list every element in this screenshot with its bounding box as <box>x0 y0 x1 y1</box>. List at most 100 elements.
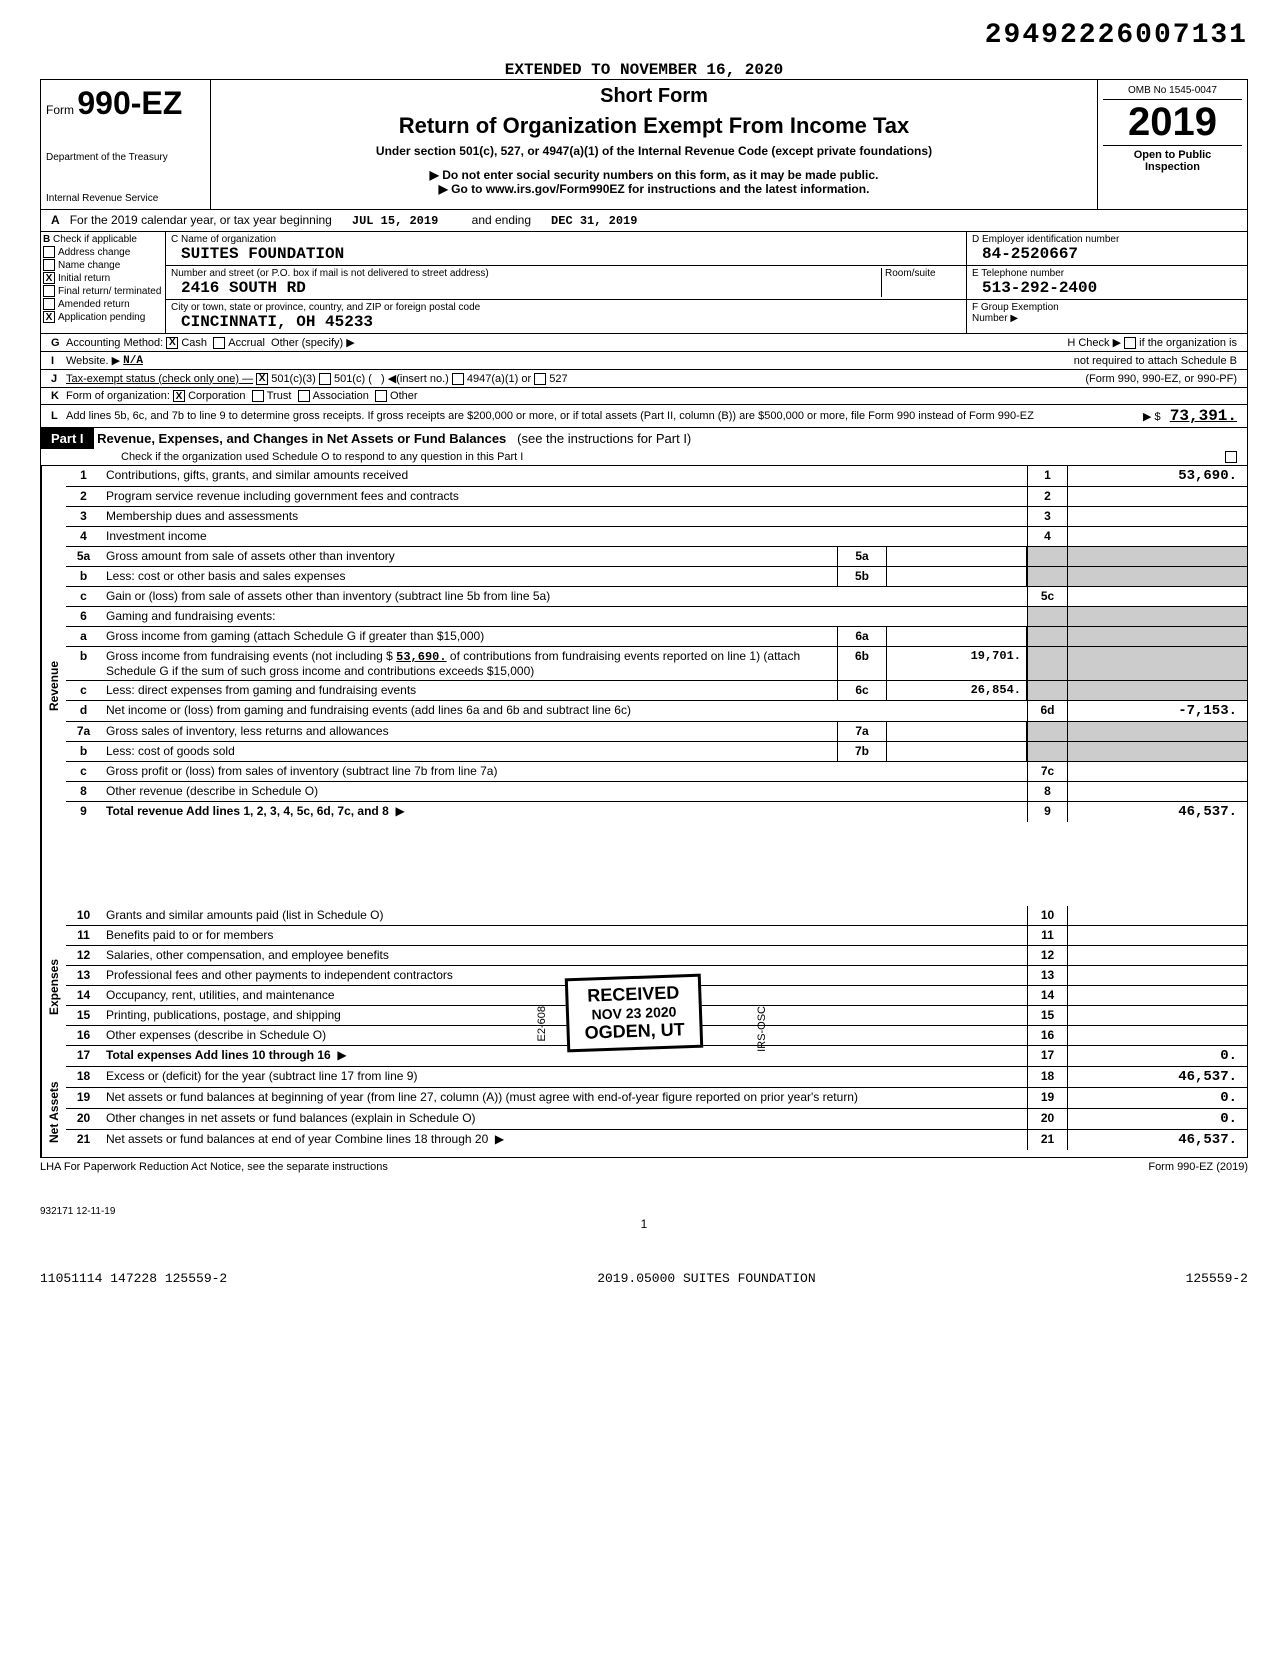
527-checkbox[interactable] <box>534 373 546 385</box>
amended-row: Amended return <box>43 298 163 310</box>
ein-section: D Employer identification number 84-2520… <box>967 232 1247 266</box>
r6c-desc: Less: direct expenses from gaming and fu… <box>101 681 837 700</box>
phone-section: E Telephone number 513-292-2400 <box>967 266 1247 300</box>
r16-desc: Other expenses (describe in Schedule O) <box>101 1026 1027 1045</box>
other-checkbox[interactable] <box>375 390 387 402</box>
r12-desc: Salaries, other compensation, and employ… <box>101 946 1027 965</box>
other-specify: Other (specify) ▶ <box>271 336 355 349</box>
form-org-label: Form of organization: <box>66 390 170 402</box>
trust-checkbox[interactable] <box>252 390 264 402</box>
4947-checkbox[interactable] <box>452 373 464 385</box>
r20-an: 20 <box>1027 1109 1067 1129</box>
not-required-text: not required to attach Schedule B <box>1074 355 1237 367</box>
netassets-sidebar: Net Assets <box>41 1067 66 1157</box>
cash-checkbox[interactable]: X <box>166 337 178 349</box>
r17-desc: Total expenses Add lines 10 through 16 ▶ <box>101 1046 1027 1066</box>
r17-av: 0. <box>1067 1046 1247 1066</box>
r7b-sv <box>887 742 1027 761</box>
other-label: Other <box>390 390 418 402</box>
r3-an: 3 <box>1027 507 1067 526</box>
501c3-checkbox[interactable]: X <box>256 373 268 385</box>
r14-desc: Occupancy, rent, utilities, and maintena… <box>101 986 1027 1005</box>
r9-num: 9 <box>66 802 101 822</box>
r20-num: 20 <box>66 1109 101 1129</box>
row-20: 20Other changes in net assets or fund ba… <box>66 1109 1247 1130</box>
r2-an: 2 <box>1027 487 1067 506</box>
header-warning: ▶ Do not enter social security numbers o… <box>221 168 1087 182</box>
corp-checkbox[interactable]: X <box>173 390 185 402</box>
row-6b: bGross income from fundraising events (n… <box>66 647 1247 681</box>
row-9: 9Total revenue Add lines 1, 2, 3, 4, 5c,… <box>66 802 1247 822</box>
r5b-desc: Less: cost or other basis and sales expe… <box>101 567 837 586</box>
assoc-checkbox[interactable] <box>298 390 310 402</box>
r2-num: 2 <box>66 487 101 506</box>
h-checkbox[interactable] <box>1124 337 1136 349</box>
bottom-right: 125559-2 <box>1186 1271 1248 1286</box>
row-1: 1Contributions, gifts, grants, and simil… <box>66 466 1247 487</box>
row-5c: cGain or (loss) from sale of assets othe… <box>66 587 1247 607</box>
d-label: D Employer identification number <box>972 234 1119 245</box>
addr-change-checkbox[interactable] <box>43 246 55 258</box>
line-l-arrow: ▶ $ <box>1143 410 1161 423</box>
r18-av: 46,537. <box>1067 1067 1247 1087</box>
row-7a: 7aGross sales of inventory, less returns… <box>66 722 1247 742</box>
r13-an: 13 <box>1027 966 1067 985</box>
lha-text: LHA For Paperwork Reduction Act Notice, … <box>40 1161 388 1173</box>
527-label: 527 <box>549 373 567 385</box>
r5c-an: 5c <box>1027 587 1067 606</box>
tax-exempt-label: Tax-exempt status (check only one) — <box>66 373 253 385</box>
assoc-label: Association <box>313 390 369 402</box>
amended-checkbox[interactable] <box>43 298 55 310</box>
accrual-checkbox[interactable] <box>213 337 225 349</box>
accrual-label: Accrual <box>228 337 265 349</box>
form-prefix: Form <box>46 103 74 117</box>
final-row: Final return/ terminated <box>43 285 163 297</box>
h-check: H Check ▶ <box>1067 336 1121 349</box>
final-label: Final return/ terminated <box>58 286 161 297</box>
r16-av <box>1067 1026 1247 1045</box>
r6b-sv: 19,701. <box>887 647 1027 680</box>
name-change-checkbox[interactable] <box>43 259 55 271</box>
r8-num: 8 <box>66 782 101 801</box>
r14-av <box>1067 986 1247 1005</box>
trust-label: Trust <box>267 390 292 402</box>
r20-desc: Other changes in net assets or fund bala… <box>101 1109 1027 1129</box>
r5a-sv <box>887 547 1027 566</box>
r5a-num: 5a <box>66 547 101 566</box>
r21-num: 21 <box>66 1130 101 1150</box>
r6c-sn: 6c <box>837 681 887 700</box>
r6a-sv <box>887 627 1027 646</box>
r17-an: 17 <box>1027 1046 1067 1066</box>
r12-av <box>1067 946 1247 965</box>
pending-checkbox[interactable]: X <box>43 311 55 323</box>
501c-checkbox[interactable] <box>319 373 331 385</box>
row-6c: cLess: direct expenses from gaming and f… <box>66 681 1247 701</box>
r7c-num: c <box>66 762 101 781</box>
r15-av <box>1067 1006 1247 1025</box>
r7b-num: b <box>66 742 101 761</box>
accounting-label: Accounting Method: <box>66 337 163 349</box>
l-label: L <box>51 410 66 422</box>
r6d-num: d <box>66 701 101 721</box>
row-6: 6Gaming and fundraising events: <box>66 607 1247 627</box>
r6d-an: 6d <box>1027 701 1067 721</box>
footer-code: 932171 12-11-19 <box>40 1206 1248 1217</box>
tax-year: 2019 <box>1103 100 1242 145</box>
r9-desc: Total revenue Add lines 1, 2, 3, 4, 5c, … <box>101 802 1027 822</box>
h-text: if the organization is <box>1139 337 1237 349</box>
stamp-code2: IRS-OSC <box>756 1006 768 1052</box>
c-label: C Name of organization <box>171 234 276 245</box>
r7c-an: 7c <box>1027 762 1067 781</box>
part1-checkbox[interactable] <box>1225 451 1237 463</box>
r6b-an-shaded <box>1027 647 1067 680</box>
r8-an: 8 <box>1027 782 1067 801</box>
initial-checkbox[interactable]: X <box>43 272 55 284</box>
r18-desc: Excess or (deficit) for the year (subtra… <box>101 1067 1027 1087</box>
f-number: Number ▶ <box>972 313 1018 324</box>
stamp-ogden: OGDEN, UT <box>584 1019 685 1043</box>
part1-title: Revenue, Expenses, and Changes in Net As… <box>97 431 506 446</box>
part1-label: Part I <box>41 428 94 449</box>
row-4: 4Investment income4 <box>66 527 1247 547</box>
r6b-desc: Gross income from fundraising events (no… <box>101 647 837 680</box>
final-checkbox[interactable] <box>43 285 55 297</box>
